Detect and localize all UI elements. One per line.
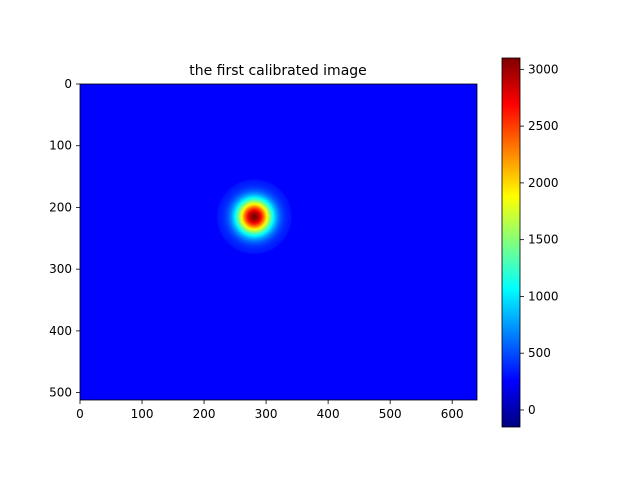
x-tick-label: 300 bbox=[255, 407, 278, 421]
colorbar: 0 500 1000 1500 2000 2500 3000 bbox=[501, 57, 559, 428]
y-tick-label: 200 bbox=[49, 200, 72, 214]
colorbar-tick-label: 3000 bbox=[528, 62, 559, 76]
y-tick-label: 300 bbox=[49, 262, 72, 276]
image-frame bbox=[79, 83, 478, 401]
colorbar-tick-label: 0 bbox=[528, 403, 536, 417]
image-axes: 0 100 200 300 400 500 600 0 100 200 300 400 500 bbox=[49, 77, 478, 421]
bright-spot bbox=[216, 178, 293, 255]
colorbar-frame bbox=[501, 57, 521, 428]
spot-peak bbox=[252, 214, 257, 219]
y-axis-ticks: 0 100 200 300 400 500 bbox=[49, 77, 80, 400]
y-tick-label: 400 bbox=[49, 324, 72, 338]
chart-title: the first calibrated image bbox=[189, 63, 367, 79]
x-tick-label: 600 bbox=[441, 407, 464, 421]
x-tick-label: 400 bbox=[317, 407, 340, 421]
y-tick-label: 100 bbox=[49, 139, 72, 153]
y-tick-label: 0 bbox=[64, 77, 72, 91]
x-tick-label: 100 bbox=[131, 407, 154, 421]
colorbar-tick-label: 500 bbox=[528, 346, 551, 360]
x-tick-label: 200 bbox=[193, 407, 216, 421]
x-tick-label: 500 bbox=[379, 407, 402, 421]
x-axis-ticks: 0 100 200 300 400 500 600 bbox=[76, 400, 464, 421]
colorbar-tick-label: 1500 bbox=[528, 233, 559, 247]
colorbar-gradient bbox=[502, 58, 520, 427]
x-tick-label: 0 bbox=[76, 407, 84, 421]
colorbar-tick-label: 1000 bbox=[528, 289, 559, 303]
colorbar-tick-label: 2500 bbox=[528, 119, 559, 133]
y-tick-label: 500 bbox=[49, 386, 72, 400]
colorbar-tick-label: 2000 bbox=[528, 176, 559, 190]
colorbar-ticks: 0 500 1000 1500 2000 2500 3000 bbox=[520, 62, 559, 417]
